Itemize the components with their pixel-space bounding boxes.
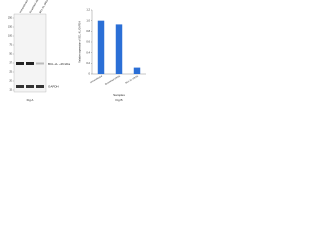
- marker-label: 50: [9, 53, 12, 56]
- y-tick-label: 1.2: [86, 8, 90, 12]
- y-axis-label: Relative expression of BCL-XL/GAPDH: [79, 21, 82, 63]
- lane-label: BCL-XL siRNA: [39, 0, 50, 14]
- y-tick-label: 0.4: [86, 50, 90, 54]
- caption: Fig A: [27, 98, 34, 102]
- marker-label: 37: [9, 62, 12, 65]
- y-tick-label: 0.8: [86, 29, 90, 33]
- y-tick-label: 0.2: [86, 61, 90, 65]
- marker-label: 25: [9, 71, 12, 74]
- x-tick-label: Scrambled siRNA: [104, 75, 121, 86]
- blot-membrane: [13, 13, 47, 93]
- blot-band: [16, 62, 24, 65]
- y-tick-label: 0: [89, 72, 91, 76]
- blot-band: [26, 85, 34, 88]
- bar: [97, 20, 105, 75]
- blot-band: [36, 62, 44, 65]
- blot-band: [26, 62, 34, 65]
- loading-label: GAPDH: [48, 84, 59, 88]
- lane-label: Untransfected: [19, 0, 29, 14]
- marker-label: 20: [9, 80, 12, 83]
- marker-label: 150: [8, 26, 13, 29]
- y-tick-label: 0.6: [86, 40, 90, 44]
- marker-label: 75: [9, 44, 12, 47]
- marker-label: 250: [8, 17, 13, 20]
- blot-band: [36, 85, 44, 88]
- x-tick-label: Untransfected: [89, 74, 103, 84]
- caption: Fig B: [115, 98, 122, 102]
- y-tick-label: 1.0: [86, 18, 90, 22]
- figure: BCL-xL ~26 kDa GAPDH Fig A Fig B Samples…: [8, 0, 146, 102]
- blot-band: [16, 85, 24, 88]
- band-label: BCL-xL ~26 kDa: [48, 62, 70, 66]
- x-axis-label: Samples: [113, 93, 125, 97]
- marker-label: 100: [8, 35, 13, 38]
- bar: [115, 24, 123, 74]
- marker-label: 15: [9, 89, 12, 92]
- x-tick-label: BCL-XL siRNA: [125, 75, 139, 85]
- bar: [133, 67, 141, 74]
